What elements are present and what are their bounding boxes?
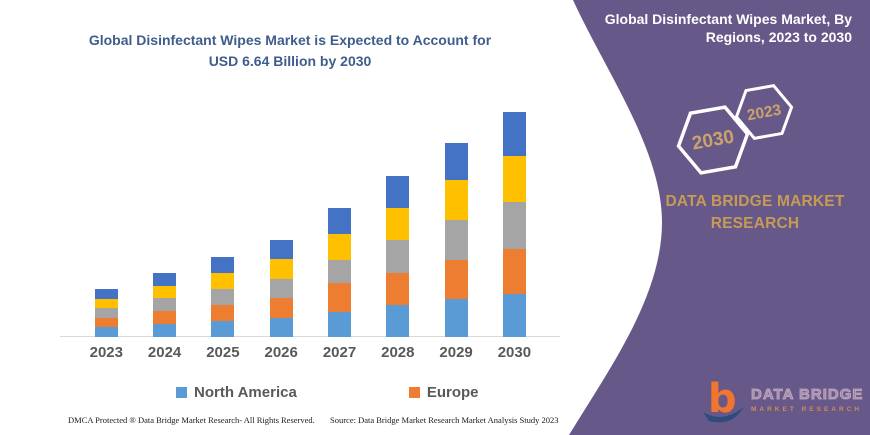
bar-2030 [502,112,526,337]
legend-label: North America [194,384,297,401]
bar-segment-2030 [502,112,526,157]
legend-item-europe: Europe [408,384,479,401]
bar-segment-2027 [328,207,351,234]
panel-title-line1: Global Disinfectant Wipes Market, By [604,11,852,27]
bar-2029 [444,142,468,337]
chart-title-line2: USD 6.64 Billion by 2030 [208,53,372,69]
bar-segment-2027 [328,283,351,312]
bar-segment-2025 [211,257,235,274]
bar-segment-2026 [269,240,293,260]
copyright-text: DMCA Protected ® Data Bridge Market Rese… [68,415,315,425]
brand-wordmark: DATA BRIDGE MARKET RESEARCH [645,191,865,234]
source-text: Source: Data Bridge Market Research Mark… [330,415,559,425]
bar-2023 [94,288,118,337]
brand-line1: DATA BRIDGE MARKET [665,193,845,210]
x-axis-label-2024: 2024 [147,344,182,361]
bar-segment-2026 [269,298,293,318]
chart-title-line1: Global Disinfectant Wipes Market is Expe… [88,32,492,48]
bar-segment-2023 [94,308,118,318]
bar-segment-2028 [386,272,410,305]
bar-segment-2029 [444,220,468,260]
bar-2026 [269,240,293,337]
bar-segment-2030 [502,201,526,250]
x-axis-label-2028: 2028 [381,344,415,361]
bar-segment-2024 [153,311,177,325]
chart-title: Global Disinfectant Wipes Market is Expe… [60,30,520,72]
bar-segment-2025 [211,305,235,322]
bar-segment-2023 [94,298,118,309]
bar-segment-2029 [444,142,468,180]
x-axis-label-2029: 2029 [439,344,473,361]
bar-segment-2025 [211,289,235,306]
chart-legend: North America Europe [176,384,479,401]
bar-segment-2024 [153,285,177,299]
bar-segment-2024 [153,298,177,312]
bar-segment-2026 [269,278,293,299]
bar-segment-2029 [444,180,468,220]
bar-segment-2027 [328,233,351,261]
bar-segment-2029 [444,299,468,337]
bar-segment-2028 [386,304,410,337]
legend-item-north-america: North America [176,384,297,401]
logo-text: DATA BRIDGE MARKET RESEARCH [750,386,864,413]
bar-segment-2025 [211,321,235,337]
legend-label: Europe [426,384,479,401]
bar-2025 [211,257,235,337]
bar-segment-2027 [328,311,351,337]
bar-segment-2023 [94,327,118,337]
dbmr-logo: b DATA BRIDGE MARKET RESEARCH [702,375,863,425]
bar-2028 [386,176,410,337]
bar-segment-2025 [211,273,235,290]
panel-title: Global Disinfectant Wipes Market, By Reg… [580,10,852,47]
hexagon-badges: 2023 2030 [676,84,794,175]
bar-segment-2030 [502,156,526,202]
hexagon-2023-icon: 2023 [734,84,794,140]
bar-2024 [153,272,177,337]
logo-name: DATA BRIDGE [750,386,864,404]
bar-segment-2030 [502,249,526,294]
panel-title-line2: Regions, 2023 to 2030 [705,29,852,46]
bar-2027 [328,207,351,337]
bar-segment-2024 [153,272,177,286]
bar-segment-2027 [328,260,351,284]
legend-swatch-icon [408,387,420,398]
x-axis-line [60,336,560,337]
legend-swatch-icon [176,387,187,398]
x-axis-label-2030: 2030 [497,344,532,361]
bar-segment-2026 [269,259,293,279]
logo-subtitle: MARKET RESEARCH [751,405,863,413]
dbmr-logo-mark-icon: b [703,376,744,423]
bar-segment-2023 [94,288,118,299]
x-axis-label-2025: 2025 [206,344,240,361]
bar-segment-2028 [386,176,410,209]
brand-line2: RESEARCH [710,214,800,232]
bar-segment-2030 [502,293,526,337]
bar-segment-2029 [444,260,468,299]
bar-segment-2028 [386,208,410,241]
hexagon-2023-label: 2023 [746,102,783,125]
hexagon-2030-icon: 2030 [676,105,750,175]
bar-segment-2028 [386,240,410,273]
x-axis-label-2026: 2026 [264,344,298,361]
bar-segment-2026 [269,317,293,337]
bar-segment-2023 [94,317,118,328]
logo-swoosh-icon [703,407,744,423]
x-axis-label-2023: 2023 [89,344,123,361]
bar-segment-2024 [153,324,177,337]
x-axis-label-2027: 2027 [322,344,357,361]
